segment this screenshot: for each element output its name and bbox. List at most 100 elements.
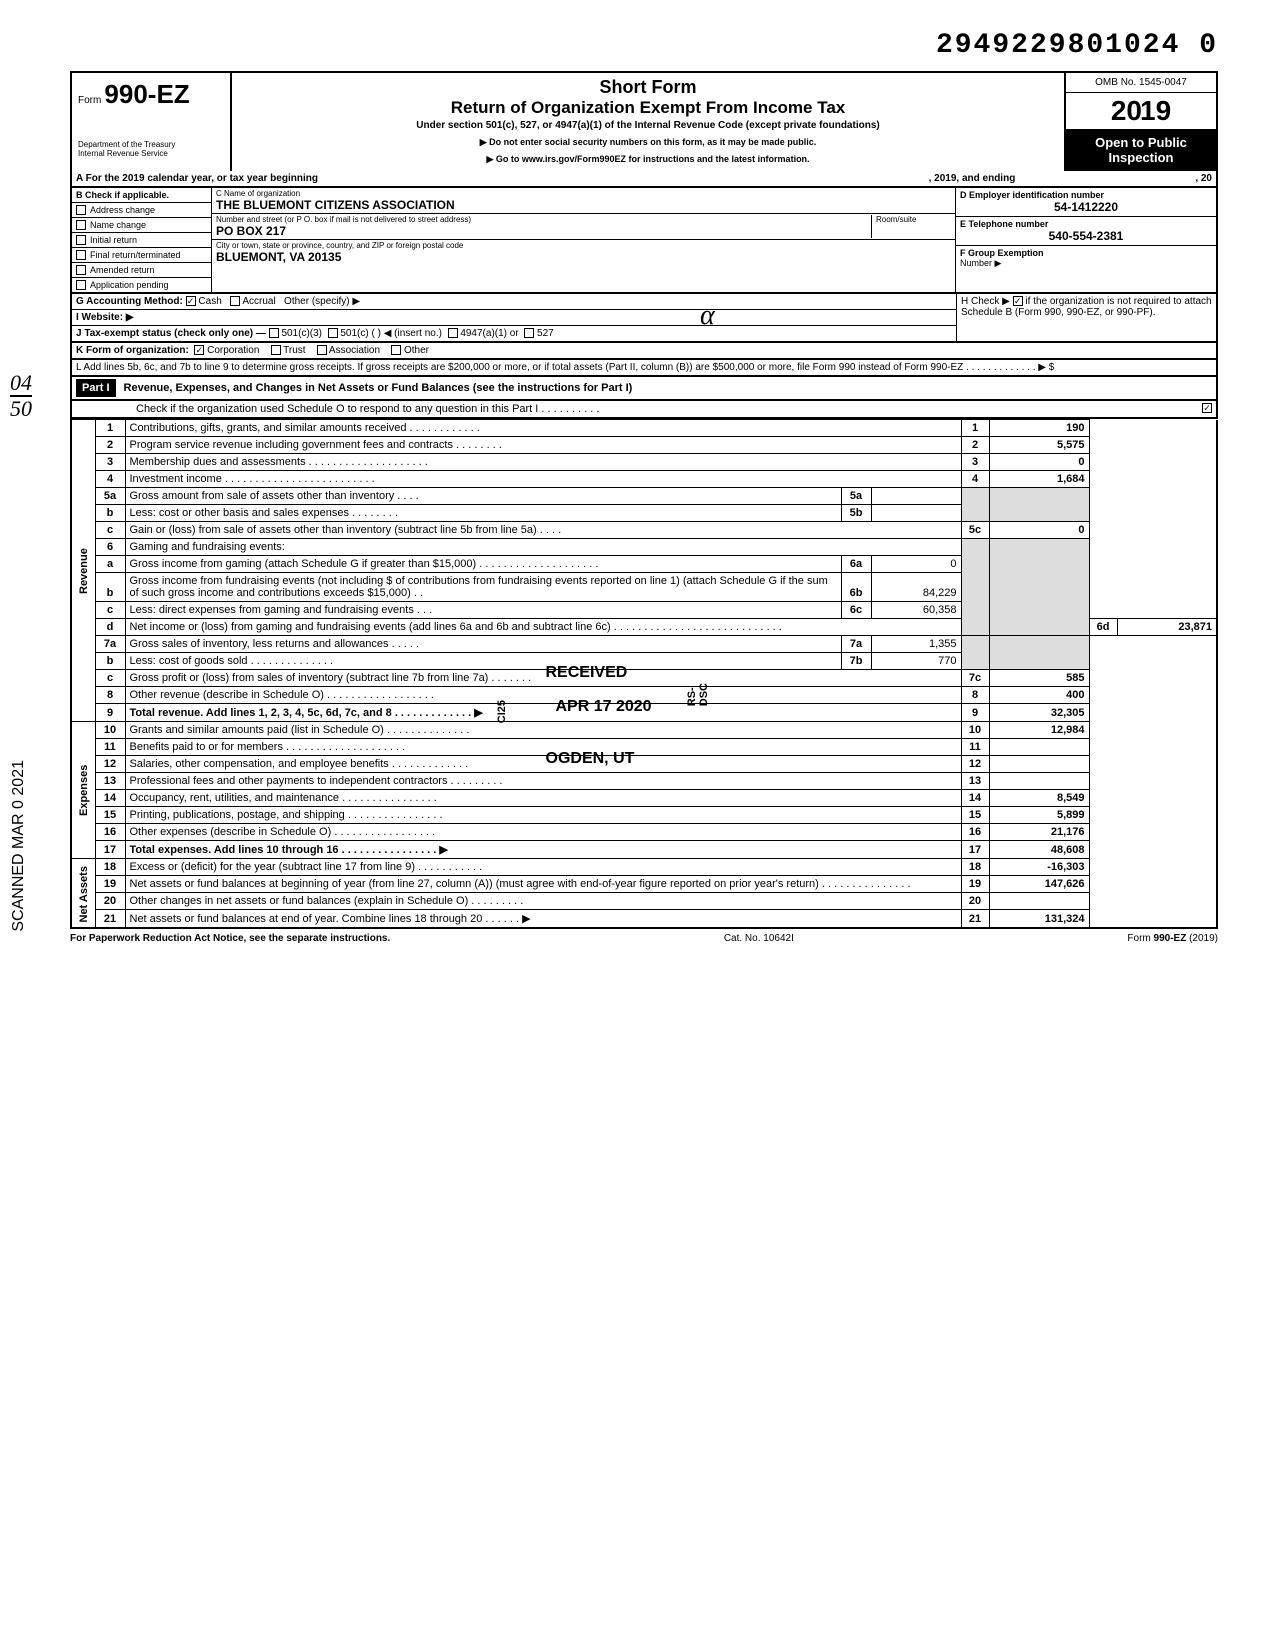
scanned-stamp: SCANNED MAR 0 2021: [10, 760, 28, 932]
dept-treasury: Department of the Treasury: [78, 140, 224, 149]
line-2: 2 Program service revenue including gove…: [71, 437, 1217, 454]
city-value: BLUEMONT, VA 20135: [216, 250, 951, 264]
line-g: G Accounting Method: Cash Accrual Other …: [72, 294, 956, 310]
form-title-1: Short Form: [240, 77, 1056, 98]
part1-table: Revenue 1 Contributions, gifts, grants, …: [70, 419, 1218, 929]
checkbox-application-pending[interactable]: Application pending: [72, 278, 211, 292]
section-a-mid: , 2019, and ending: [929, 173, 1016, 184]
tax-year: 2019: [1066, 93, 1216, 129]
line-k-label: K Form of organization:: [76, 345, 189, 356]
line-19: 19 Net assets or fund balances at beginn…: [71, 876, 1217, 893]
open-to-public: Open to Public Inspection: [1066, 129, 1216, 171]
document-locator-number: 2949229801024 0: [70, 30, 1218, 61]
org-name-label: C Name of organization: [216, 189, 951, 198]
checkbox-address-change[interactable]: Address change: [72, 203, 211, 218]
checkbox-name-change[interactable]: Name change: [72, 218, 211, 233]
form-title-2: Return of Organization Exempt From Incom…: [240, 98, 1056, 118]
section-b: B Check if applicable. Address change Na…: [72, 188, 212, 292]
org-name: THE BLUEMONT CITIZENS ASSOCIATION: [216, 198, 951, 212]
checkbox-amended-return[interactable]: Amended return: [72, 263, 211, 278]
line-g-label: G Accounting Method:: [76, 296, 183, 307]
line-5a: 5a Gross amount from sale of assets othe…: [71, 488, 1217, 505]
form-note-2: ▶ Go to www.irs.gov/Form990EZ for instru…: [240, 154, 1056, 165]
line-i: I Website: ▶: [72, 310, 956, 326]
line-12: 12 Salaries, other compensation, and emp…: [71, 756, 1217, 773]
line-8: 8 Other revenue (describe in Schedule O)…: [71, 687, 1217, 704]
line-20: 20 Other changes in net assets or fund b…: [71, 893, 1217, 910]
line-11: 11 Benefits paid to or for members . . .…: [71, 739, 1217, 756]
line-14: 14 Occupancy, rent, utilities, and maint…: [71, 790, 1217, 807]
section-def: D Employer identification number 54-1412…: [956, 188, 1216, 292]
handwritten-fraction: 0450: [10, 370, 32, 422]
checkbox-527[interactable]: [524, 328, 534, 338]
ein-label: D Employer identification number: [960, 190, 1212, 200]
line-10: Expenses 10 Grants and similar amounts p…: [71, 722, 1217, 739]
checkbox-schedule-o-part1[interactable]: [1202, 403, 1212, 413]
form-header: Form 990-EZ Department of the Treasury I…: [70, 71, 1218, 171]
form-label: Form: [78, 95, 101, 106]
line-1: Revenue 1 Contributions, gifts, grants, …: [71, 420, 1217, 437]
line-i-label: I Website: ▶: [76, 312, 134, 323]
checkbox-cash[interactable]: [186, 296, 196, 306]
phone-value: 540-554-2381: [960, 229, 1212, 243]
line-3: 3 Membership dues and assessments . . . …: [71, 454, 1217, 471]
checkbox-4947[interactable]: [448, 328, 458, 338]
checkbox-schedule-b-not-required[interactable]: [1013, 296, 1023, 306]
group-exemption-number-label: Number ▶: [960, 258, 1001, 268]
checkbox-final-return[interactable]: Final return/terminated: [72, 248, 211, 263]
checkbox-501c3[interactable]: [269, 328, 279, 338]
part1-check-row: Check if the organization used Schedule …: [70, 401, 1218, 419]
phone-label: E Telephone number: [960, 219, 1212, 229]
footer-right: Form 990-EZ (2019): [1127, 933, 1218, 944]
line-j: J Tax-exempt status (check only one) — 5…: [72, 326, 956, 341]
dept-irs: Internal Revenue Service: [78, 149, 224, 158]
checkbox-other[interactable]: [391, 345, 401, 355]
section-c: C Name of organization THE BLUEMONT CITI…: [212, 188, 956, 292]
part1-check-text: Check if the organization used Schedule …: [136, 403, 599, 415]
checkbox-trust[interactable]: [271, 345, 281, 355]
form-number: 990-EZ: [104, 79, 189, 109]
line-9: 9 Total revenue. Add lines 1, 2, 3, 4, 5…: [71, 704, 1217, 722]
lines-ghi-block: G Accounting Method: Cash Accrual Other …: [70, 294, 1218, 343]
line-4: 4 Investment income . . . . . . . . . . …: [71, 471, 1217, 488]
form-subtitle: Under section 501(c), 527, or 4947(a)(1)…: [240, 120, 1056, 131]
checkbox-501c[interactable]: [328, 328, 338, 338]
street-label: Number and street (or P O. box if mail i…: [216, 215, 871, 224]
netassets-label: Net Assets: [71, 859, 95, 929]
form-note-1: ▶ Do not enter social security numbers o…: [240, 137, 1056, 148]
section-b-header: B Check if applicable.: [72, 188, 211, 203]
omb-number: OMB No. 1545-0047: [1066, 73, 1216, 93]
room-label: Room/suite: [876, 215, 951, 224]
checkbox-initial-return[interactable]: Initial return: [72, 233, 211, 248]
section-a-left: A For the 2019 calendar year, or tax yea…: [76, 173, 318, 184]
line-21: 21 Net assets or fund balances at end of…: [71, 910, 1217, 929]
checkbox-corporation[interactable]: [194, 345, 204, 355]
footer-mid: Cat. No. 10642I: [724, 933, 794, 944]
line-7c: c Gross profit or (loss) from sales of i…: [71, 670, 1217, 687]
expenses-label: Expenses: [71, 722, 95, 859]
group-exemption-label: F Group Exemption: [960, 248, 1044, 258]
part1-label: Part I: [76, 379, 116, 397]
part1-title: Revenue, Expenses, and Changes in Net As…: [124, 382, 633, 394]
line-13: 13 Professional fees and other payments …: [71, 773, 1217, 790]
line-7a: 7a Gross sales of inventory, less return…: [71, 636, 1217, 653]
handwritten-alpha: α: [700, 300, 715, 332]
checkbox-accrual[interactable]: [230, 296, 240, 306]
ci25-stamp: CI25: [496, 700, 508, 723]
line-15: 15 Printing, publications, postage, and …: [71, 807, 1217, 824]
line-5c: c Gain or (loss) from sale of assets oth…: [71, 522, 1217, 539]
footer-left: For Paperwork Reduction Act Notice, see …: [70, 933, 390, 944]
ein-value: 54-1412220: [960, 200, 1212, 214]
checkbox-association[interactable]: [317, 345, 327, 355]
line-h: H Check ▶ if the organization is not req…: [956, 294, 1216, 341]
line-6: 6 Gaming and fundraising events:: [71, 539, 1217, 556]
line-16: 16 Other expenses (describe in Schedule …: [71, 824, 1217, 841]
section-a-taxyear: A For the 2019 calendar year, or tax yea…: [70, 171, 1218, 188]
line-j-label: J Tax-exempt status (check only one) —: [76, 328, 266, 339]
part1-header-row: Part I Revenue, Expenses, and Changes in…: [70, 377, 1218, 401]
street-value: PO BOX 217: [216, 224, 871, 238]
line-k: K Form of organization: Corporation Trus…: [70, 343, 1218, 360]
city-label: City or town, state or province, country…: [216, 241, 951, 250]
revenue-label: Revenue: [71, 420, 95, 722]
page-footer: For Paperwork Reduction Act Notice, see …: [70, 933, 1218, 944]
